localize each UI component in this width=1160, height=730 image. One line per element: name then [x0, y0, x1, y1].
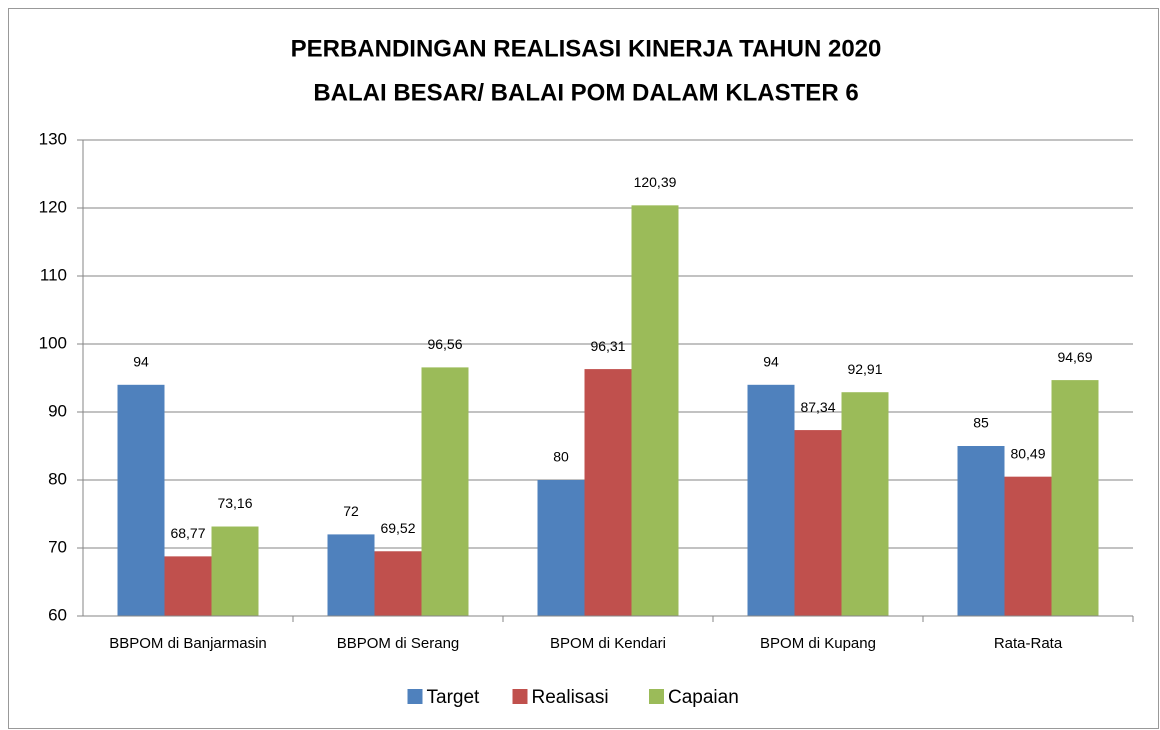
- x-tick-label: BPOM di Kendari: [550, 635, 666, 652]
- bar: [631, 205, 679, 616]
- y-tick-label: 80: [48, 469, 67, 488]
- value-label: 94: [763, 354, 779, 370]
- value-label: 69,52: [380, 520, 415, 536]
- legend-swatch: [512, 689, 528, 704]
- value-label: 85: [973, 415, 989, 431]
- value-label: 94: [133, 354, 149, 370]
- value-label: 80,49: [1010, 445, 1045, 461]
- value-label: 87,34: [800, 399, 835, 415]
- x-tick-label: BBPOM di Serang: [337, 635, 460, 652]
- y-tick-label: 90: [48, 401, 67, 420]
- bar: [957, 446, 1005, 616]
- bar: [584, 369, 632, 616]
- legend-label: Target: [427, 687, 481, 708]
- bar: [1051, 380, 1099, 616]
- value-label: 96,56: [427, 336, 462, 352]
- bar: [327, 534, 375, 616]
- legend-label: Realisasi: [532, 687, 609, 708]
- bar: [537, 480, 585, 616]
- legend-swatch: [649, 689, 664, 704]
- legend-label: Capaian: [668, 687, 739, 708]
- bar: [164, 556, 212, 616]
- bar: [211, 526, 259, 616]
- chart-frame: [8, 8, 1159, 729]
- value-label: 94,69: [1057, 349, 1092, 365]
- value-label: 72: [343, 503, 359, 519]
- bar: [841, 392, 889, 616]
- y-tick-label: 70: [48, 537, 67, 556]
- y-tick-label: 110: [40, 265, 67, 284]
- bar: [117, 384, 165, 616]
- y-tick-label: 130: [39, 129, 67, 148]
- x-tick-label: BPOM di Kupang: [760, 635, 876, 652]
- legend-swatch: [407, 689, 423, 704]
- value-label: 92,91: [847, 361, 882, 377]
- value-label: 120,39: [634, 174, 677, 190]
- y-tick-label: 120: [39, 197, 67, 216]
- value-label: 96,31: [590, 338, 625, 354]
- y-tick-label: 100: [39, 333, 67, 352]
- bar: [747, 384, 795, 616]
- chart-title: BALAI BESAR/ BALAI POM DALAM KLASTER 6: [313, 79, 858, 106]
- bar: [1004, 476, 1052, 616]
- bar: [374, 551, 422, 616]
- bar: [794, 430, 842, 616]
- x-tick-label: Rata-Rata: [994, 635, 1063, 652]
- y-tick-label: 60: [48, 605, 67, 624]
- bar: [421, 367, 469, 616]
- x-tick-label: BBPOM di Banjarmasin: [109, 635, 267, 652]
- chart-title: PERBANDINGAN REALISASI KINERJA TAHUN 202…: [291, 35, 882, 62]
- value-label: 73,16: [217, 495, 252, 511]
- value-label: 80: [553, 449, 569, 465]
- value-label: 68,77: [170, 525, 205, 541]
